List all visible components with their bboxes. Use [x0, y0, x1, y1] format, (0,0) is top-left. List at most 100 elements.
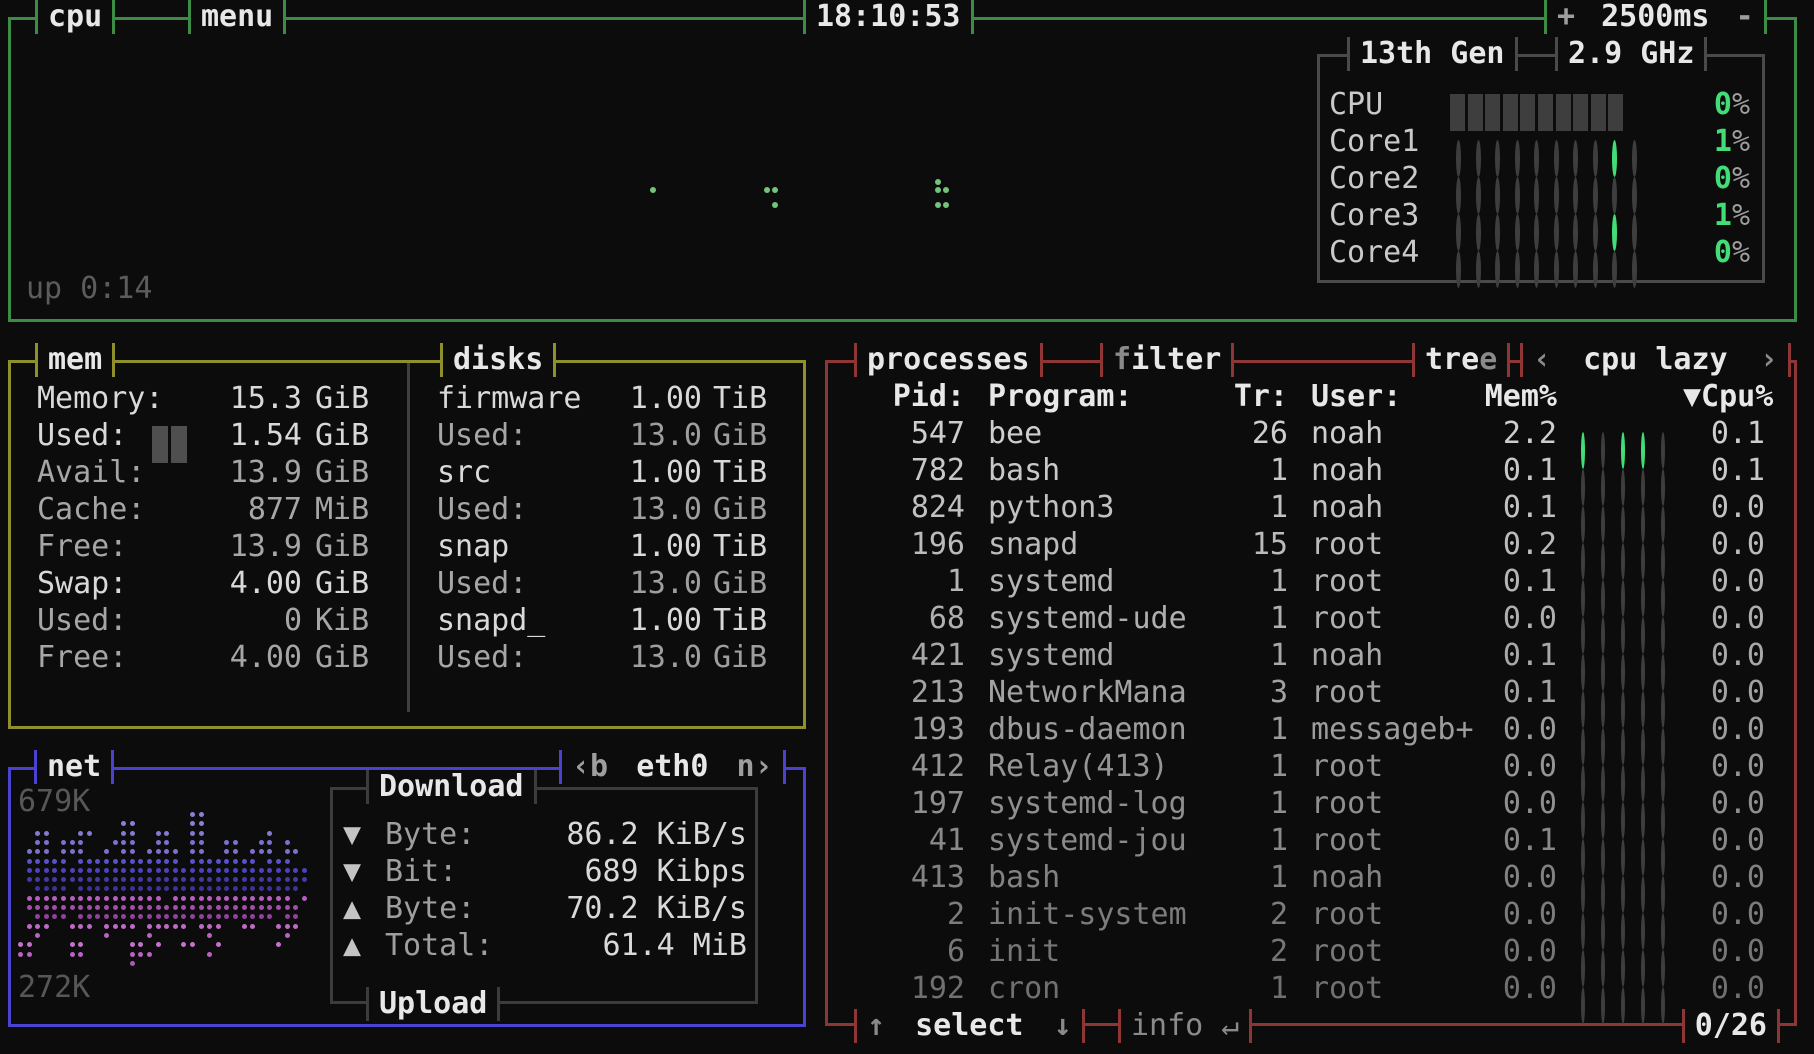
sort-next-button[interactable]: › — [1759, 342, 1778, 377]
tab-disks[interactable]: disks — [440, 343, 557, 377]
net-graph-dot — [112, 877, 118, 883]
header-threads[interactable]: Tr: — [1233, 379, 1288, 414]
meter-dot — [1514, 177, 1520, 214]
info-button[interactable]: info ↵ — [1118, 1009, 1253, 1043]
net-graph-dot — [172, 877, 178, 883]
net-graph-dot — [26, 942, 32, 948]
process-row[interactable]: 213 NetworkMana 3 root 0.1 0.0 — [828, 674, 1794, 728]
process-row[interactable]: 196 snapd 15 root 0.2 0.0 — [828, 526, 1794, 580]
meter-block — [1608, 94, 1624, 131]
process-row[interactable]: 782 bash 1 noah 0.1 0.1 — [828, 452, 1794, 506]
select-down-button[interactable]: ↓ — [1053, 1008, 1072, 1043]
net-graph-dot — [138, 867, 144, 873]
process-row[interactable]: 1 systemd 1 root 0.1 0.0 — [828, 563, 1794, 617]
meter-block — [1485, 94, 1501, 131]
process-cpu-graph-dot — [1661, 839, 1665, 876]
header-cpu-sorted[interactable]: ▼Cpu% — [1683, 379, 1774, 414]
net-graph-dot — [43, 905, 49, 910]
interval-increase-button[interactable]: + — [1557, 0, 1576, 34]
meter-dot — [1514, 214, 1520, 251]
mem-value: 1.54 — [229, 418, 302, 453]
net-graph-dot — [138, 951, 144, 957]
process-row[interactable]: 547 bee 26 noah 2.2 0.1 — [828, 415, 1794, 469]
net-graph-dot — [69, 923, 75, 929]
net-graph-dot — [86, 858, 92, 864]
header-program[interactable]: Program: — [988, 379, 1133, 414]
select-up-button[interactable]: ↑ — [867, 1008, 886, 1043]
process-row[interactable]: 197 systemd-log 1 root 0.0 0.0 — [828, 785, 1794, 839]
mem-unit: GiB — [315, 640, 370, 675]
process-mem: 0.0 — [1502, 897, 1557, 932]
net-graph-dot — [86, 905, 92, 910]
filter-button[interactable]: filter — [1100, 343, 1235, 377]
interval-decrease-button[interactable]: - — [1735, 0, 1754, 34]
net-graph-dot — [258, 905, 264, 910]
menu-button[interactable]: menu — [188, 0, 287, 34]
cpu-freq-label: 2.9 GHz — [1555, 37, 1708, 71]
process-name: Relay(413) — [988, 749, 1169, 784]
net-graph-dot — [172, 914, 178, 920]
tree-button[interactable]: tree — [1412, 343, 1511, 377]
net-graph-dot — [104, 849, 109, 855]
net-graph-dot — [293, 877, 299, 883]
net-graph-dot — [233, 849, 238, 855]
net-scale-top: 679K — [18, 784, 91, 819]
net-graph-dot — [121, 914, 127, 920]
prev-device-button[interactable]: ‹b — [572, 749, 609, 784]
process-pid: 824 — [910, 490, 965, 525]
net-graph-dot — [233, 877, 238, 883]
net-graph-dot — [147, 895, 152, 901]
process-row[interactable]: 68 systemd-ude 1 root 0.0 0.0 — [828, 600, 1794, 654]
process-row[interactable]: 421 systemd 1 noah 0.1 0.0 — [828, 637, 1794, 691]
process-row[interactable]: 192 cron 1 root 0.0 0.0 — [828, 970, 1794, 1024]
process-mem: 0.0 — [1502, 749, 1557, 784]
meter-dot — [1495, 214, 1500, 251]
net-graph-dot — [18, 942, 23, 948]
sort-prev-button[interactable]: ‹ — [1533, 342, 1552, 377]
net-graph-dot — [181, 942, 187, 948]
core-percent: 1% — [1714, 197, 1750, 234]
percent-sign: % — [1731, 124, 1750, 159]
net-graph-dot — [267, 895, 273, 901]
header-pid[interactable]: Pid: — [892, 379, 965, 414]
process-row[interactable]: 413 bash 1 noah 0.0 0.0 — [828, 859, 1794, 913]
net-graph-dot — [198, 923, 204, 929]
process-row[interactable]: 193 dbus-daemon 1 messageb+ 0.0 0.0 — [828, 711, 1794, 765]
core-percent: 1% — [1714, 123, 1750, 160]
net-graph-dot — [78, 895, 84, 901]
cpu-graph-dot — [650, 187, 656, 193]
tab-mem[interactable]: mem — [35, 343, 116, 377]
net-graph-dot — [147, 886, 152, 892]
process-cpu-graph-dot — [1601, 691, 1605, 728]
tab-net[interactable]: net — [34, 750, 115, 784]
download-arrow-icon: ▼ — [343, 854, 362, 889]
net-graph-dot — [61, 877, 66, 883]
next-device-button[interactable]: n› — [736, 749, 773, 784]
process-threads: 15 — [1251, 527, 1288, 562]
process-row[interactable]: 412 Relay(413) 1 root 0.0 0.0 — [828, 748, 1794, 802]
net-graph-dot — [215, 905, 221, 910]
tab-processes[interactable]: processes — [854, 343, 1043, 377]
process-row[interactable]: 2 init-system 2 root 0.0 0.0 — [828, 896, 1794, 950]
net-graph-dot — [198, 877, 204, 883]
net-graph-dot — [35, 923, 41, 929]
disk-value: 1.00 — [629, 603, 702, 638]
net-graph-dot — [95, 858, 101, 864]
net-graph-dot — [104, 877, 109, 883]
process-cpu-graph-dot — [1621, 654, 1625, 691]
meter-dot — [1573, 214, 1578, 251]
process-row[interactable]: 41 systemd-jou 1 root 0.1 0.0 — [828, 822, 1794, 876]
net-graph-dot — [61, 914, 66, 920]
header-user[interactable]: User: — [1311, 379, 1402, 414]
tab-cpu[interactable]: cpu — [35, 0, 116, 34]
process-cpu-graph-dot — [1581, 691, 1585, 728]
process-cpu-graph-dot — [1601, 987, 1605, 1024]
mem-disks-divider — [407, 363, 410, 712]
process-row[interactable]: 824 python3 1 noah 0.1 0.0 — [828, 489, 1794, 543]
process-row[interactable]: 6 init 2 root 0.0 0.0 — [828, 933, 1794, 987]
net-graph-dot — [215, 923, 221, 929]
net-graph-dot — [172, 858, 178, 864]
header-mem[interactable]: Mem% — [1484, 379, 1557, 414]
net-graph-dot — [233, 914, 238, 920]
net-graph-dot — [250, 914, 256, 920]
